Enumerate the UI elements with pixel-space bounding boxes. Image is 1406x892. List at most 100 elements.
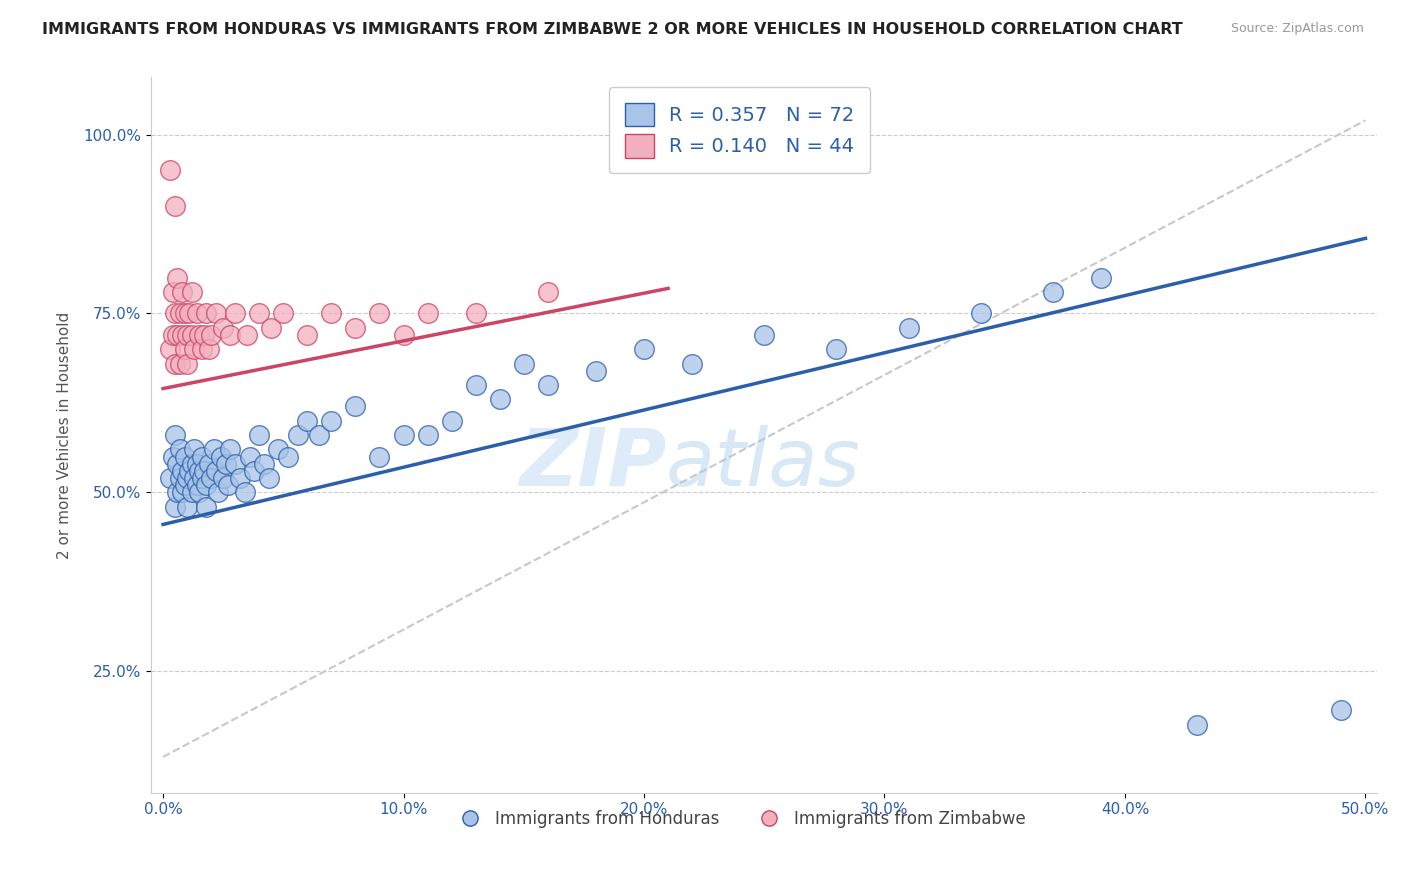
Point: [183, 442, 205, 457]
Point: [464, 306, 486, 320]
Point: [239, 450, 262, 464]
Point: [173, 343, 195, 357]
Point: [172, 464, 194, 478]
Point: [344, 320, 367, 334]
Point: [169, 471, 191, 485]
Point: [200, 471, 222, 485]
Point: [253, 457, 276, 471]
Point: [186, 306, 208, 320]
Point: [267, 442, 290, 457]
Point: [243, 464, 266, 478]
Point: [173, 306, 195, 320]
Point: [200, 327, 222, 342]
Point: [176, 471, 198, 485]
Point: [176, 327, 198, 342]
Point: [321, 306, 343, 320]
Point: [585, 364, 607, 378]
Point: [165, 500, 187, 514]
Point: [159, 343, 181, 357]
Point: [172, 485, 194, 500]
Point: [344, 400, 367, 414]
Point: [197, 457, 219, 471]
Point: [209, 450, 232, 464]
Point: [197, 343, 219, 357]
Point: [188, 485, 211, 500]
Point: [165, 357, 187, 371]
Point: [416, 306, 439, 320]
Text: IMMIGRANTS FROM HONDURAS VS IMMIGRANTS FROM ZIMBABWE 2 OR MORE VEHICLES IN HOUSE: IMMIGRANTS FROM HONDURAS VS IMMIGRANTS F…: [42, 22, 1182, 37]
Point: [186, 478, 208, 492]
Point: [271, 306, 294, 320]
Point: [180, 327, 202, 342]
Point: [297, 327, 319, 342]
Point: [166, 457, 188, 471]
Point: [1185, 717, 1208, 731]
Point: [488, 392, 510, 407]
Point: [287, 428, 309, 442]
Point: [212, 471, 235, 485]
Point: [169, 306, 191, 320]
Point: [1090, 270, 1112, 285]
Point: [537, 285, 560, 299]
Point: [180, 285, 202, 299]
Point: [169, 442, 191, 457]
Point: [219, 442, 242, 457]
Point: [180, 485, 202, 500]
Point: [825, 343, 848, 357]
Point: [166, 327, 188, 342]
Point: [257, 471, 280, 485]
Point: [416, 428, 439, 442]
Point: [159, 163, 181, 178]
Point: [172, 327, 194, 342]
Point: [321, 414, 343, 428]
Point: [513, 357, 536, 371]
Point: [205, 464, 228, 478]
Point: [195, 306, 218, 320]
Point: [229, 471, 252, 485]
Point: [183, 343, 205, 357]
Point: [180, 457, 202, 471]
Point: [440, 414, 463, 428]
Point: [464, 378, 486, 392]
Point: [190, 343, 212, 357]
Legend: Immigrants from Honduras, Immigrants from Zimbabwe: Immigrants from Honduras, Immigrants fro…: [447, 803, 1033, 834]
Point: [297, 414, 319, 428]
Y-axis label: 2 or more Vehicles in Household: 2 or more Vehicles in Household: [58, 311, 72, 558]
Point: [162, 285, 184, 299]
Point: [214, 457, 236, 471]
Point: [368, 306, 391, 320]
Point: [224, 457, 246, 471]
Point: [897, 320, 920, 334]
Point: [537, 378, 560, 392]
Point: [172, 285, 194, 299]
Text: ZIP: ZIP: [519, 425, 666, 503]
Point: [368, 450, 391, 464]
Point: [176, 500, 198, 514]
Point: [392, 327, 415, 342]
Point: [176, 357, 198, 371]
Point: [205, 306, 228, 320]
Point: [219, 327, 242, 342]
Text: atlas: atlas: [666, 425, 860, 503]
Point: [162, 450, 184, 464]
Point: [188, 464, 211, 478]
Point: [190, 471, 212, 485]
Point: [247, 428, 270, 442]
Point: [681, 357, 703, 371]
Point: [166, 485, 188, 500]
Point: [193, 464, 215, 478]
Point: [190, 450, 212, 464]
Text: Source: ZipAtlas.com: Source: ZipAtlas.com: [1230, 22, 1364, 36]
Point: [236, 327, 259, 342]
Point: [195, 500, 218, 514]
Point: [224, 306, 246, 320]
Point: [165, 306, 187, 320]
Point: [233, 485, 256, 500]
Point: [193, 327, 215, 342]
Point: [277, 450, 299, 464]
Point: [183, 471, 205, 485]
Point: [162, 327, 184, 342]
Point: [1330, 703, 1353, 717]
Point: [633, 343, 655, 357]
Point: [165, 199, 187, 213]
